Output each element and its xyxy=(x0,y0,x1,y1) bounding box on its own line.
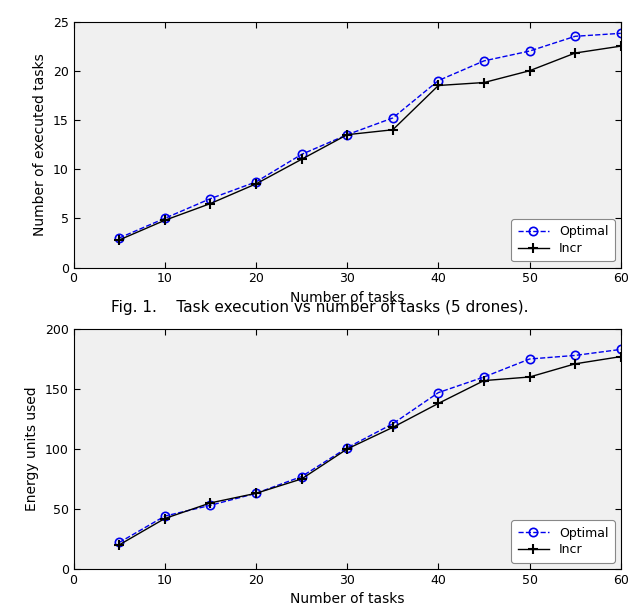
Incr xyxy=(525,67,533,74)
Optimal xyxy=(389,114,397,122)
Y-axis label: Energy units used: Energy units used xyxy=(26,387,39,511)
Legend: Optimal, Incr: Optimal, Incr xyxy=(511,219,614,261)
Incr xyxy=(389,424,397,431)
Optimal xyxy=(572,33,579,40)
Incr xyxy=(435,400,442,407)
Line: Incr: Incr xyxy=(115,41,626,245)
Optimal xyxy=(480,373,488,381)
Incr xyxy=(207,499,214,507)
Optimal xyxy=(161,512,169,520)
Optimal xyxy=(480,57,488,65)
Incr xyxy=(161,216,169,224)
Incr xyxy=(480,79,488,86)
Optimal xyxy=(207,502,214,509)
Optimal xyxy=(617,30,625,37)
Optimal xyxy=(343,444,351,451)
Optimal xyxy=(115,539,123,546)
Incr xyxy=(525,373,533,381)
Incr xyxy=(298,156,305,163)
Optimal xyxy=(161,215,169,222)
Optimal xyxy=(525,355,533,363)
Incr xyxy=(207,200,214,207)
Incr xyxy=(480,377,488,384)
Incr xyxy=(343,131,351,138)
Incr xyxy=(617,42,625,50)
Legend: Optimal, Incr: Optimal, Incr xyxy=(511,520,614,563)
Optimal xyxy=(298,473,305,480)
Incr xyxy=(343,445,351,453)
Optimal xyxy=(435,77,442,84)
Incr xyxy=(572,360,579,368)
Incr xyxy=(252,180,260,188)
Optimal xyxy=(115,234,123,242)
Optimal xyxy=(617,346,625,353)
Line: Incr: Incr xyxy=(115,352,626,550)
Line: Optimal: Optimal xyxy=(115,29,625,242)
Incr xyxy=(161,515,169,522)
Incr xyxy=(617,353,625,360)
Optimal xyxy=(298,151,305,158)
X-axis label: Number of tasks: Number of tasks xyxy=(290,291,404,305)
Optimal xyxy=(252,490,260,497)
Incr xyxy=(389,126,397,133)
Text: Fig. 1.    Task execution vs number of tasks (5 drones).: Fig. 1. Task execution vs number of task… xyxy=(111,300,529,315)
Incr xyxy=(298,475,305,483)
Incr xyxy=(435,82,442,89)
Incr xyxy=(115,236,123,244)
Optimal xyxy=(572,352,579,359)
Line: Optimal: Optimal xyxy=(115,345,625,547)
Optimal xyxy=(207,195,214,202)
Incr xyxy=(572,49,579,57)
X-axis label: Number of tasks: Number of tasks xyxy=(290,592,404,606)
Incr xyxy=(115,541,123,549)
Optimal xyxy=(389,420,397,427)
Incr xyxy=(252,490,260,497)
Optimal xyxy=(343,131,351,138)
Optimal xyxy=(525,47,533,55)
Optimal xyxy=(435,389,442,396)
Y-axis label: Number of executed tasks: Number of executed tasks xyxy=(33,53,47,236)
Optimal xyxy=(252,178,260,186)
